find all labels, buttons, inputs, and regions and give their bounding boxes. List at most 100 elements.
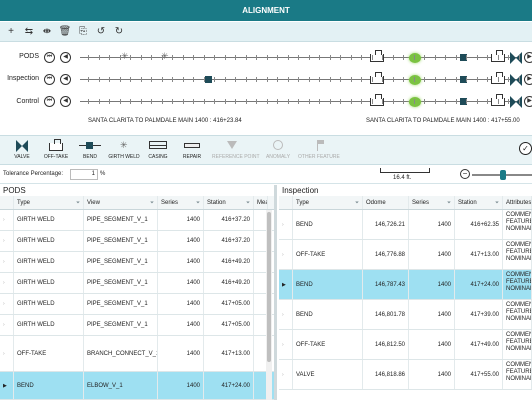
table-row[interactable]: › GIRTH WELD PIPE_SEGMENT_V_1 1400 417+05.00 — [0, 294, 274, 315]
redo-icon[interactable]: ↻ — [114, 26, 124, 37]
filter-icon[interactable]: ⏷ — [195, 199, 200, 206]
column-header-series[interactable]: Series ⏷ — [409, 196, 455, 209]
filter-icon[interactable]: ⏷ — [354, 199, 359, 206]
cell-type: GIRTH WELD — [14, 315, 84, 335]
filter-icon[interactable]: ⏷ — [245, 199, 250, 206]
split-icon[interactable]: ⇼ — [42, 26, 52, 37]
valve-icon — [2, 139, 42, 152]
confirm-check-icon[interactable]: ✓ — [519, 142, 532, 155]
cell-series: 1400 — [409, 330, 455, 359]
bend-marker[interactable] — [460, 76, 467, 83]
track-tick — [519, 99, 520, 104]
table-row[interactable]: › GIRTH WELD PIPE_SEGMENT_V_1 1400 416+37.20 — [0, 231, 274, 252]
track-tick — [487, 99, 488, 104]
track-tick — [193, 77, 194, 82]
filter-icon[interactable]: ⏷ — [75, 199, 80, 206]
table-row[interactable]: › OFF-TAKE 146,812.50 1400 417+49.00 COMMEN F… — [279, 330, 532, 360]
legend-casing[interactable]: CASING — [138, 139, 178, 160]
legend-bend[interactable]: BEND — [70, 139, 110, 160]
bend-marker[interactable] — [460, 98, 467, 105]
next-icon[interactable]: ▶ — [524, 52, 532, 63]
column-header-type[interactable]: Type ⏷ — [14, 196, 84, 209]
off-take-marker[interactable] — [370, 72, 384, 84]
track-tick — [498, 99, 499, 104]
valve-marker[interactable] — [510, 96, 522, 108]
highlight-marker[interactable] — [409, 75, 421, 85]
legend-anomaly[interactable]: ANOMALY — [258, 139, 298, 160]
zoom-slider-thumb[interactable] — [500, 170, 506, 180]
toolbar: + ⇆ ⇼ 🗑 ⎘ ↺ ↻ — [0, 22, 532, 42]
track-tick — [99, 55, 100, 60]
table-row[interactable]: › BEND 146,801.78 1400 417+39.00 COMMEN FEATU… — [279, 300, 532, 330]
delete-icon[interactable]: 🗑 — [58, 26, 72, 37]
track-tick — [172, 55, 173, 60]
align-icon[interactable]: ⇆ — [24, 26, 34, 37]
column-header-measure[interactable]: Mea — [254, 196, 268, 209]
first-icon[interactable]: ⏮ — [44, 74, 55, 85]
legend-repair[interactable]: REPAIR — [172, 139, 212, 160]
table-row[interactable]: ▶ BEND 146,787.43 1400 417+24.00 COMMEN FEATU… — [279, 270, 532, 300]
column-header-station[interactable]: Station ⏷ — [204, 196, 254, 209]
valve-marker[interactable] — [510, 74, 522, 86]
tolerance-input[interactable]: 1 — [70, 169, 98, 180]
zoom-out-icon[interactable]: − — [460, 169, 470, 179]
column-header-series[interactable]: Series ⏷ — [158, 196, 204, 209]
prev-icon[interactable]: ◀ — [60, 74, 71, 85]
prev-icon[interactable]: ◀ — [60, 96, 71, 107]
table-row[interactable]: › GIRTH WELD PIPE_SEGMENT_V_1 1400 416+49.20 — [0, 252, 274, 273]
cell-odometer: 146,801.78 — [363, 300, 409, 329]
column-header-attributes[interactable]: Attributes — [503, 196, 532, 209]
table-row[interactable]: › BEND 146,726.21 1400 416+62.35 COMMEN FEATU… — [279, 210, 532, 240]
table-row[interactable]: › GIRTH WELD PIPE_SEGMENT_V_1 1400 417+05.00 — [0, 315, 274, 336]
girth-weld-marker[interactable]: ✳ — [161, 51, 169, 61]
valve-marker[interactable] — [510, 52, 522, 64]
table-row[interactable]: › OFF-TAKE 146,776.88 1400 417+13.00 COMMEN F… — [279, 240, 532, 270]
cell-view: PIPE_SEGMENT_V_1 — [84, 210, 158, 230]
girth-weld-marker[interactable]: ✳ — [121, 51, 129, 61]
track-tick — [309, 55, 310, 60]
legend-other-feature[interactable]: OTHER FEATURE — [298, 139, 340, 160]
track-tick — [319, 55, 320, 60]
track-label-control: Control — [16, 98, 39, 105]
highlight-marker[interactable] — [409, 97, 421, 107]
column-header-station[interactable]: Station ⏷ — [455, 196, 503, 209]
filter-icon[interactable]: ⏷ — [149, 199, 154, 206]
track-tick — [214, 77, 215, 82]
off-take-marker[interactable] — [370, 50, 384, 62]
panel-splitter[interactable] — [274, 185, 277, 400]
off-take-marker[interactable] — [370, 94, 384, 106]
legend-reference-point[interactable]: REFERENCE POINT — [212, 139, 260, 160]
table-row[interactable]: › VALVE 146,818.86 1400 417+55.00 COMMEN FEAT… — [279, 360, 532, 390]
first-icon[interactable]: ⏮ — [44, 52, 55, 63]
undo-icon[interactable]: ↺ — [96, 26, 106, 37]
legend-valve[interactable]: VALVE — [2, 139, 42, 160]
prev-icon[interactable]: ◀ — [60, 52, 71, 63]
table-row[interactable]: › GIRTH WELD PIPE_SEGMENT_V_1 1400 416+49.20 — [0, 273, 274, 294]
row-marker: › — [0, 315, 14, 335]
pods-scroll-thumb[interactable] — [267, 212, 271, 362]
track-tick — [435, 55, 436, 60]
cell-station: 417+24.00 — [204, 372, 254, 399]
bend-marker[interactable] — [205, 76, 212, 83]
legend-off-take[interactable]: OFF-TAKE — [36, 139, 76, 160]
table-row[interactable]: › GIRTH WELD PIPE_SEGMENT_V_1 1400 416+37.20 — [0, 210, 274, 231]
bend-marker[interactable] — [460, 54, 467, 61]
next-icon[interactable]: ▶ — [524, 96, 532, 107]
table-row[interactable]: ▶ BEND ELBOW_V_1 1400 417+24.00 — [0, 372, 274, 400]
table-row[interactable]: › OFF-TAKE BRANCH_CONNECT_V_1 1400 417+13.00 — [0, 336, 274, 372]
column-header-odometer[interactable]: Odome — [363, 196, 409, 209]
highlight-marker[interactable] — [409, 53, 421, 63]
column-header-type[interactable]: Type ⏷ — [293, 196, 363, 209]
plus-icon[interactable]: + — [8, 26, 14, 37]
next-icon[interactable]: ▶ — [524, 74, 532, 85]
filter-icon[interactable]: ⏷ — [446, 199, 451, 206]
copy-icon[interactable]: ⎘ — [79, 26, 87, 37]
cell-series: 1400 — [158, 252, 204, 272]
legend-girth-weld[interactable]: ✳ GIRTH WELD — [104, 139, 144, 161]
tolerance-unit: % — [100, 171, 106, 177]
pods-scrollbar[interactable] — [266, 210, 272, 400]
column-header-view[interactable]: View ⏷ — [84, 196, 158, 209]
first-icon[interactable]: ⏮ — [44, 96, 55, 107]
track-tick — [204, 99, 205, 104]
filter-icon[interactable]: ⏷ — [494, 199, 499, 206]
